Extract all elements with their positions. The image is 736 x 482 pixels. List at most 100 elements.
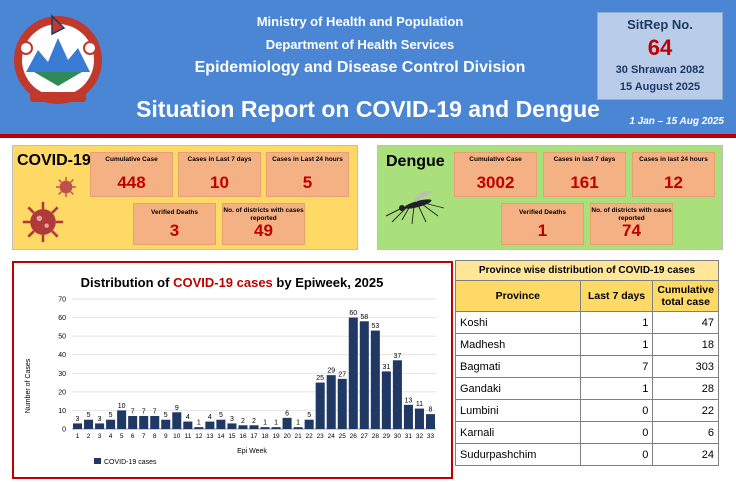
cell-cumulative: 22 (652, 399, 719, 422)
covid-panel: COVID-19 Cumulative Case 448 Cases in La… (12, 145, 358, 250)
table-row: Lumbini 0 22 (455, 399, 719, 422)
bar (337, 378, 347, 429)
virus-icon (55, 176, 77, 198)
stat-value: 3 (169, 221, 180, 240)
stat-value: 12 (664, 173, 683, 192)
nepal-emblem-icon (14, 14, 102, 104)
bar (172, 412, 182, 429)
province-name: Bagmati (455, 355, 581, 378)
table-caption: Province wise distribution of COVID-19 c… (455, 260, 719, 281)
data-label: 5 (219, 412, 223, 419)
cell-last7: 0 (579, 421, 654, 444)
bar (205, 421, 215, 429)
bar (293, 427, 303, 429)
ministry-name: Ministry of Health and Population (256, 14, 464, 29)
header-divider (0, 134, 736, 138)
sitrep-date-en: 15 August 2025 (619, 81, 701, 93)
x-tick-label: 23 (317, 433, 325, 440)
data-label: 1 (274, 420, 278, 427)
data-label: 53 (371, 323, 379, 330)
data-label: 9 (175, 405, 179, 412)
data-label: 7 (153, 409, 157, 416)
bar (304, 419, 314, 429)
province-name: Lumbini (455, 399, 581, 422)
covid-stat-last24: Cases in Last 24 hours 5 (266, 152, 349, 197)
x-tick-label: 8 (153, 433, 157, 440)
cell-cumulative: 47 (652, 311, 719, 334)
x-tick-label: 20 (283, 433, 291, 440)
bar (315, 382, 325, 429)
bar (150, 416, 160, 429)
data-label: 5 (87, 412, 91, 419)
legend-label: COVID-19 cases (104, 459, 157, 466)
dengue-stat-last7: Cases in last 7 days 161 (543, 152, 626, 197)
data-label: 5 (307, 412, 311, 419)
dengue-stat-deaths: Verified Deaths 1 (501, 203, 584, 245)
cell-last7: 1 (579, 377, 654, 400)
bar (128, 416, 138, 429)
dengue-title: Dengue (386, 153, 445, 170)
data-label: 7 (131, 409, 135, 416)
data-label: 1 (263, 420, 267, 427)
stat-value: 3002 (476, 173, 515, 192)
data-label: 1 (197, 420, 201, 427)
dengue-stat-last24: Cases in last 24 hours 12 (632, 152, 715, 197)
covid-stat-cumulative: Cumulative Case 448 (90, 152, 173, 197)
col-header-cumulative: Cumulative total case (652, 280, 719, 312)
bar (282, 417, 292, 429)
covid-title: COVID-19 (17, 152, 91, 169)
virus-large-icon (22, 201, 64, 243)
x-tick-label: 32 (416, 433, 424, 440)
table-row: Koshi 1 47 (455, 311, 719, 334)
y-tick-label: 10 (58, 408, 66, 415)
bar (425, 414, 436, 429)
covid-epiweek-chart: Distribution of COVID-19 cases by Epiwee… (12, 261, 453, 479)
bar (260, 427, 270, 429)
bar (183, 421, 193, 429)
stat-value: 161 (570, 173, 599, 192)
bar (84, 419, 94, 429)
stat-label: Verified Deaths (519, 209, 566, 216)
stat-value: 448 (117, 173, 146, 192)
stat-label: No. of districts with cases reported (223, 207, 304, 222)
bar (381, 371, 391, 429)
x-tick-label: 30 (394, 433, 402, 440)
data-label: 27 (338, 371, 346, 378)
bar (106, 419, 116, 429)
bar (139, 416, 149, 429)
data-label: 3 (230, 416, 234, 423)
sitrep-number: 64 (647, 35, 673, 60)
bar (370, 330, 380, 429)
y-tick-label: 0 (62, 427, 66, 434)
stat-value: 10 (210, 173, 229, 192)
data-label: 58 (360, 314, 368, 321)
y-tick-label: 40 (58, 352, 66, 359)
data-label: 25 (316, 375, 324, 382)
x-tick-label: 1 (76, 433, 80, 440)
x-tick-label: 9 (164, 433, 168, 440)
x-tick-label: 14 (217, 433, 225, 440)
data-label: 60 (349, 310, 357, 317)
dengue-stat-cumulative: Cumulative Case 3002 (454, 152, 537, 197)
bar (392, 360, 402, 429)
data-label: 8 (429, 407, 433, 414)
x-tick-label: 13 (206, 433, 214, 440)
data-label: 1 (296, 420, 300, 427)
bar (359, 321, 369, 429)
cell-cumulative: 24 (652, 443, 719, 466)
data-label: 3 (98, 416, 102, 423)
stat-label: Cases in Last 7 days (187, 156, 252, 163)
cell-cumulative: 6 (652, 421, 719, 444)
province-name: Sudurpashchim (455, 443, 581, 466)
legend-swatch (94, 458, 101, 464)
stat-label: Cases in last 24 hours (639, 156, 708, 163)
report-header: Ministry of Health and Population Depart… (0, 0, 736, 134)
bar (348, 317, 358, 429)
y-tick-label: 60 (58, 315, 66, 322)
data-label: 29 (327, 368, 335, 375)
chart-title: Distribution of COVID-19 cases by Epiwee… (81, 275, 384, 290)
table-row: Sudurpashchim 0 24 (455, 443, 719, 466)
x-tick-label: 27 (361, 433, 369, 440)
dengue-stat-districts: No. of districts with cases reported 74 (590, 203, 673, 245)
stat-label: Verified Deaths (151, 209, 198, 216)
